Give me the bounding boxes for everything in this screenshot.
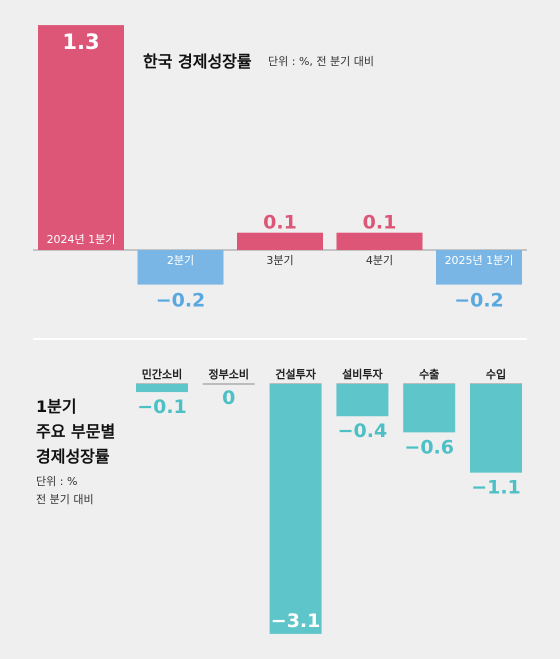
data-label: 0 [222,387,235,409]
chart-title: 한국 경제성장률 [143,52,252,71]
category-label: 2분기 [167,254,194,267]
data-label: −1.1 [471,477,521,499]
data-label: 0.1 [263,212,297,234]
category-label: 3분기 [266,254,293,267]
bar [403,384,456,433]
bar [136,384,188,393]
bar [38,25,124,250]
data-label: 1.3 [62,30,99,54]
data-label: 0.1 [363,212,397,234]
data-label: −0.6 [404,436,454,458]
category-label: 2025년 1분기 [445,254,514,267]
unit-line: 단위 : % [36,475,78,488]
growth-rate-chart: 1.3 2024년 1분기 −0.2 2분기 0.1 3분기 0.1 4분기 −0.2 2025년… [33,25,527,312]
sector-title-line: 1분기 [36,397,77,416]
bar [137,250,224,285]
category-label: 정부소비 [209,367,249,381]
section-divider [33,338,527,340]
category-label: 건설투자 [275,367,316,381]
data-label: −0.1 [137,396,187,418]
bar [269,384,322,634]
sector-title-line: 경제성장률 [36,447,110,466]
category-label: 설비투자 [342,367,383,381]
bar [336,384,389,417]
bar [336,232,423,250]
bar [237,232,323,250]
category-label: 4분기 [366,254,393,267]
unit-line: 전 분기 대비 [36,493,94,506]
chart-subtitle: 단위 : %, 전 분기 대비 [268,55,374,68]
sector-chart-title: 1분기 주요 부문별 경제성장률 [36,394,115,469]
data-label: −0.2 [156,290,206,312]
data-label: −0.2 [454,290,504,312]
category-label: 수입 [486,368,506,381]
category-label: 2024년 1분기 [47,233,116,246]
sector-title-line: 주요 부문별 [36,422,116,441]
sector-chart-unit: 단위 : % 전 분기 대비 [36,473,94,509]
data-label: −3.1 [271,610,321,632]
category-label: 민간소비 [142,367,182,381]
category-label: 수출 [419,367,439,381]
data-label: −0.4 [338,420,388,442]
bar [470,384,522,473]
bar [436,250,522,285]
